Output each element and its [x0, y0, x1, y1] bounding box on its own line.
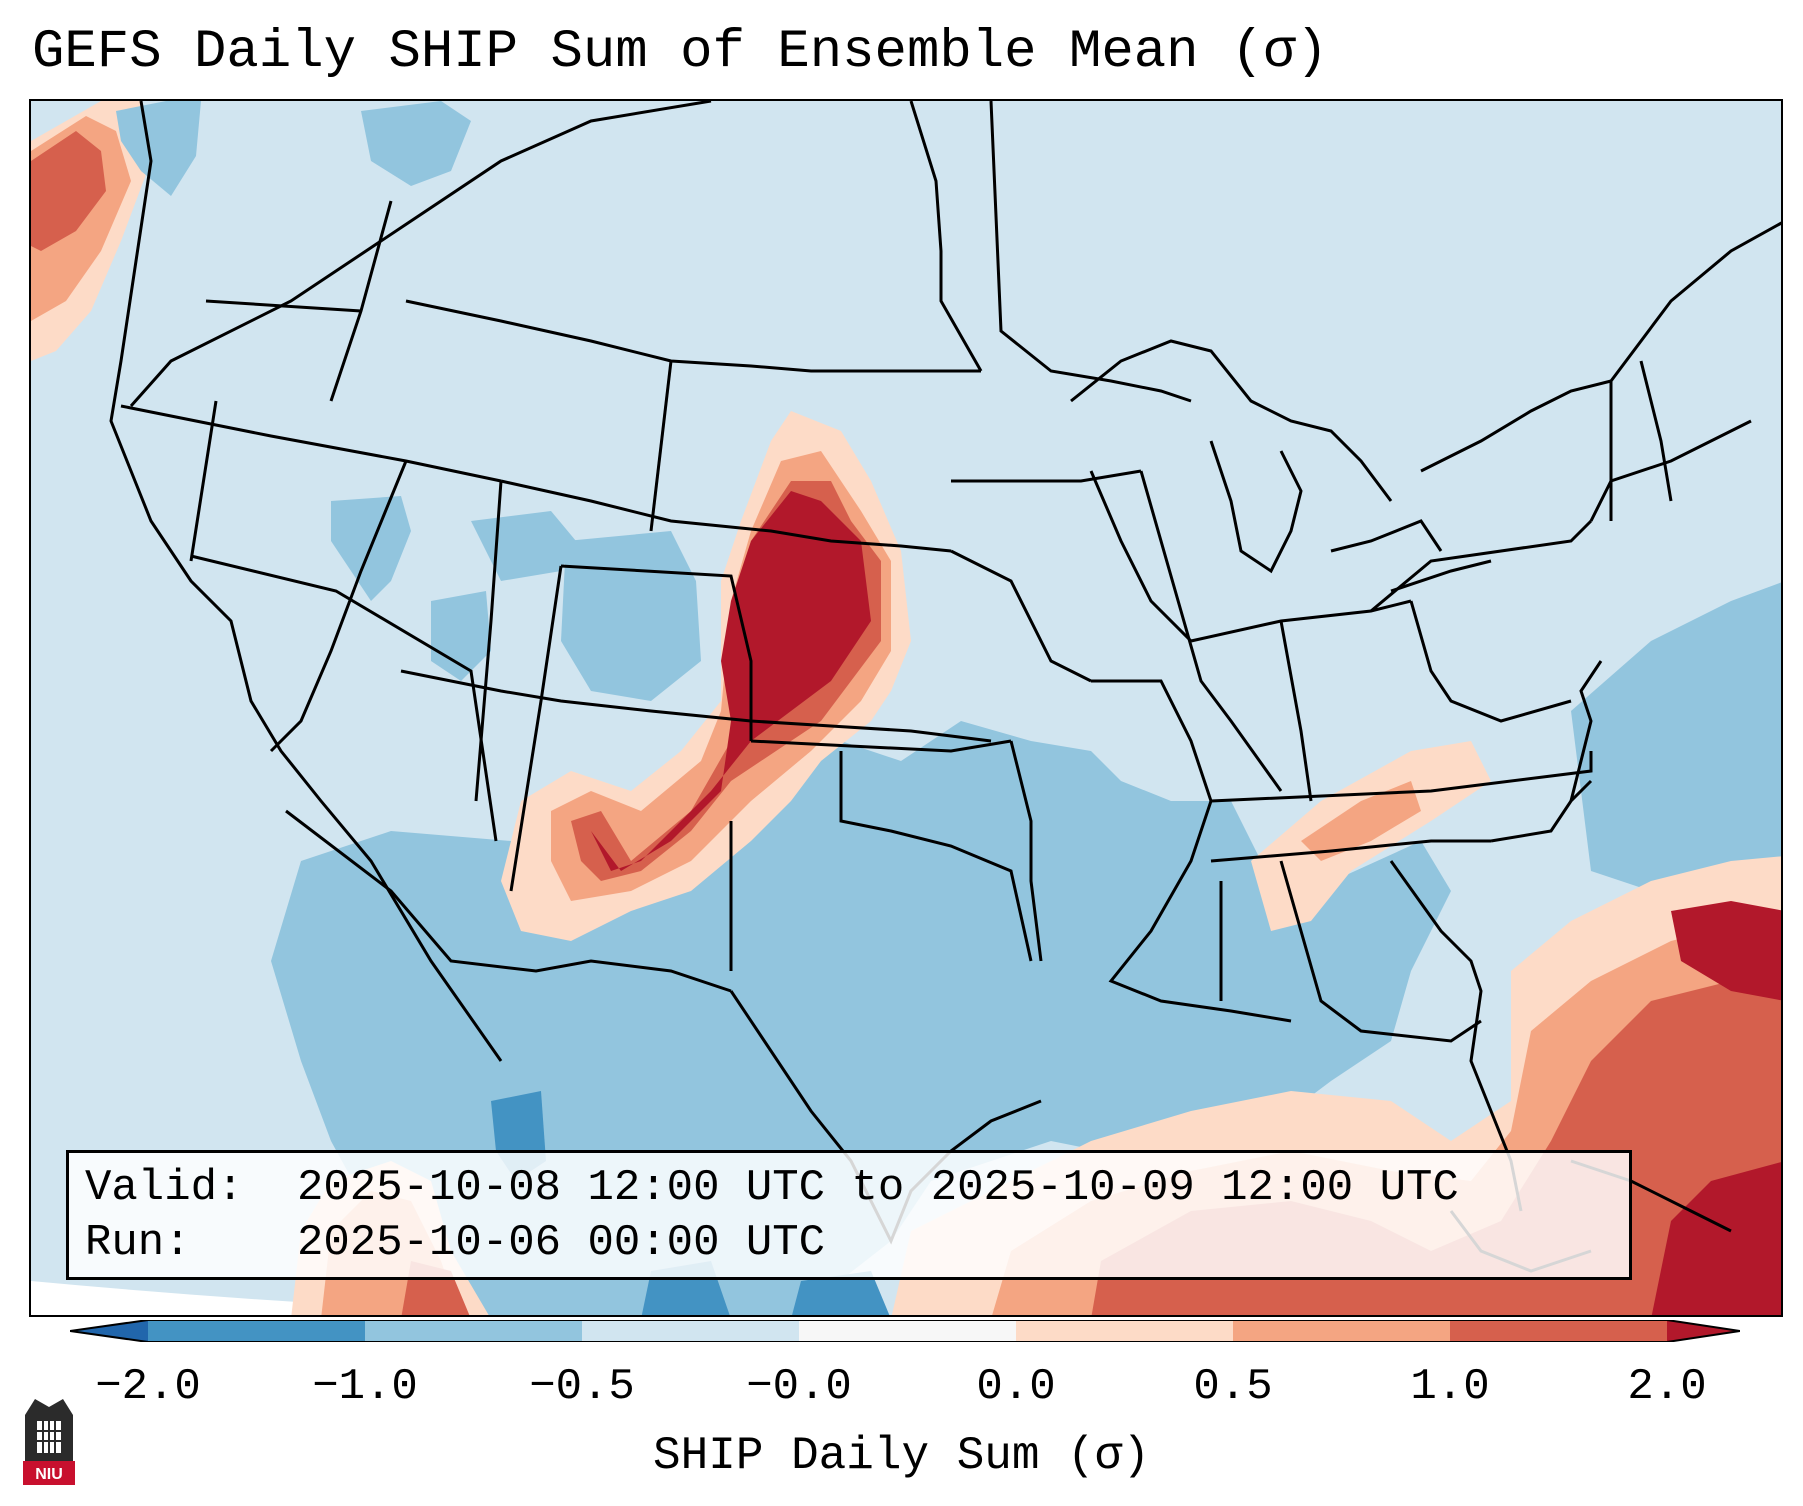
colorbar-tick: −0.5 [529, 1362, 635, 1412]
colorbar-tick: −2.0 [95, 1362, 201, 1412]
run-label: Run: [85, 1218, 191, 1268]
run-value: 2025-10-06 00:00 UTC [297, 1218, 826, 1268]
anomaly-az-blue [431, 591, 491, 681]
colorbar-tick: 0.0 [976, 1362, 1056, 1412]
anomaly-gulf-dark [792, 1271, 890, 1315]
colorbar-label: SHIP Daily Sum (σ) [653, 1430, 1150, 1482]
colorbar-tick: 2.0 [1627, 1362, 1707, 1412]
colorbar-segment [799, 1320, 1016, 1342]
anomaly-colorado-blue [561, 531, 701, 701]
logo-text: NIU [35, 1466, 63, 1483]
coastlines [1070, 339, 1732, 1273]
colorbar-segment [148, 1320, 365, 1342]
map-panel [29, 99, 1783, 1317]
anomaly-pacific-high [31, 131, 106, 251]
anomaly-atlantic-blue [1571, 582, 1781, 891]
colorbar-tick: 1.0 [1410, 1362, 1490, 1412]
anomaly-tn-mid [1301, 781, 1421, 861]
anomaly-plains-max [591, 491, 871, 871]
map-title: GEFS Daily SHIP Sum of Ensemble Mean (σ) [32, 22, 1329, 83]
anomaly-id-blue [361, 101, 471, 186]
state-boundaries [109, 101, 1781, 1245]
anomaly-caribbean-max [1651, 1162, 1781, 1315]
colorbar-tick: −0.0 [746, 1362, 852, 1412]
run-line: Run: 2025-10-06 00:00 UTC [85, 1216, 1629, 1271]
anomaly-wa-blue [116, 101, 201, 196]
anomaly-atlantic-max [1671, 901, 1781, 1001]
colorbar-segment [1450, 1320, 1667, 1342]
colorbar-segment [582, 1320, 799, 1342]
colorbar-under-arrow [70, 1320, 148, 1342]
ship-field-map [31, 101, 1781, 1315]
valid-label: Valid: [85, 1163, 244, 1213]
colorbar-ticks: −2.0 −1.0 −0.5 −0.0 0.0 0.5 1.0 2.0 [0, 1362, 1803, 1422]
colorbar-tick: 0.5 [1193, 1362, 1273, 1412]
valid-line: Valid: 2025-10-08 12:00 UTC to 2025-10-09… [85, 1161, 1629, 1216]
colorbar [70, 1320, 1740, 1342]
colorbar-segment [365, 1320, 582, 1342]
colorbar-segment [1016, 1320, 1233, 1342]
niu-castle-logo-icon: NIU [23, 1399, 75, 1485]
colorbar-tick: −1.0 [312, 1362, 418, 1412]
validity-info-box: Valid: 2025-10-08 12:00 UTC to 2025-10-09… [66, 1150, 1632, 1280]
colorbar-segment [1233, 1320, 1450, 1342]
colorbar-over-arrow [1667, 1320, 1740, 1342]
valid-value: 2025-10-08 12:00 UTC to 2025-10-09 12:00… [297, 1163, 1459, 1213]
